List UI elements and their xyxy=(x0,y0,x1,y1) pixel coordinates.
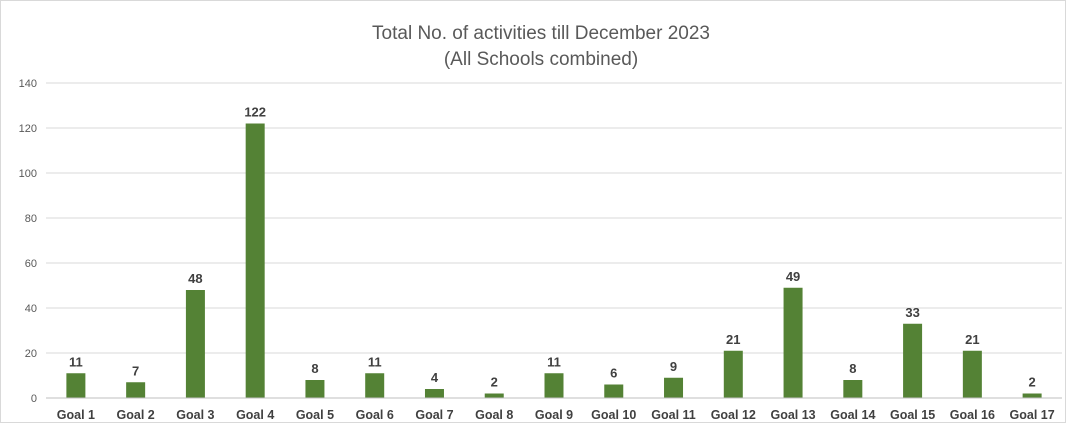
chart-title: Total No. of activities till December 20… xyxy=(372,23,710,44)
bar xyxy=(783,287,803,398)
data-label: 21 xyxy=(726,332,740,347)
data-label: 4 xyxy=(431,370,439,385)
y-tick-label: 120 xyxy=(19,123,37,135)
data-label: 122 xyxy=(244,105,266,120)
bar xyxy=(424,389,444,398)
y-tick-label: 80 xyxy=(25,213,37,225)
x-tick-label: Goal 12 xyxy=(711,408,756,422)
data-labels: 11 7 48 122 8 11 4 2 11 6 9 21 49 8 33 21 2 xyxy=(69,105,1036,390)
bar xyxy=(843,380,863,398)
data-label: 2 xyxy=(491,375,498,390)
bar xyxy=(544,373,564,398)
bar xyxy=(664,377,684,398)
x-tick-label: Goal 1 xyxy=(57,408,95,422)
x-tick-label: Goal 5 xyxy=(296,408,334,422)
bar xyxy=(484,393,504,398)
data-label: 21 xyxy=(965,332,979,347)
bar xyxy=(723,350,743,398)
x-tick-label: Goal 15 xyxy=(890,408,935,422)
bar xyxy=(66,373,86,398)
bar xyxy=(903,323,923,398)
data-label: 7 xyxy=(132,363,139,378)
y-tick-label: 0 xyxy=(31,393,37,405)
data-label: 33 xyxy=(905,305,919,320)
x-tick-label: Goal 11 xyxy=(651,408,696,422)
data-label: 48 xyxy=(188,271,202,286)
data-label: 2 xyxy=(1029,375,1036,390)
chart-subtitle: (All Schools combined) xyxy=(444,49,638,70)
x-axis-ticks: Goal 1 Goal 2 Goal 3 Goal 4 Goal 5 Goal 6 Goal… xyxy=(57,408,1055,422)
x-tick-label: Goal 3 xyxy=(176,408,214,422)
data-label: 11 xyxy=(368,354,382,369)
x-tick-label: Goal 9 xyxy=(535,408,573,422)
data-label: 49 xyxy=(786,269,800,284)
bar xyxy=(245,123,265,398)
data-label: 6 xyxy=(610,366,617,381)
bar xyxy=(365,373,385,398)
x-tick-label: Goal 8 xyxy=(475,408,513,422)
x-tick-label: Goal 14 xyxy=(830,408,875,422)
y-tick-label: 140 xyxy=(19,78,37,90)
data-label: 9 xyxy=(670,359,677,374)
x-tick-label: Goal 17 xyxy=(1010,408,1055,422)
x-tick-label: Goal 4 xyxy=(236,408,274,422)
x-tick-label: Goal 10 xyxy=(591,408,636,422)
data-label: 11 xyxy=(69,354,83,369)
data-label: 8 xyxy=(311,361,318,376)
x-tick-label: Goal 13 xyxy=(770,408,815,422)
y-tick-label: 20 xyxy=(25,348,37,360)
y-tick-label: 40 xyxy=(25,303,37,315)
x-tick-label: Goal 16 xyxy=(950,408,995,422)
bar xyxy=(962,350,982,398)
y-tick-label: 60 xyxy=(25,258,37,270)
y-axis-ticks: 0 20 40 60 80 100 120 140 xyxy=(19,78,37,405)
data-label: 11 xyxy=(547,354,561,369)
gridlines xyxy=(46,82,1062,354)
x-tick-label: Goal 6 xyxy=(356,408,394,422)
bar xyxy=(185,290,205,398)
data-label: 8 xyxy=(849,361,856,376)
bars xyxy=(66,123,1042,398)
bar xyxy=(604,384,624,398)
bar xyxy=(1022,393,1042,398)
x-tick-label: Goal 2 xyxy=(117,408,155,422)
y-tick-label: 100 xyxy=(19,168,37,180)
bar xyxy=(126,382,146,398)
bar xyxy=(305,380,325,398)
x-tick-label: Goal 7 xyxy=(415,408,453,422)
